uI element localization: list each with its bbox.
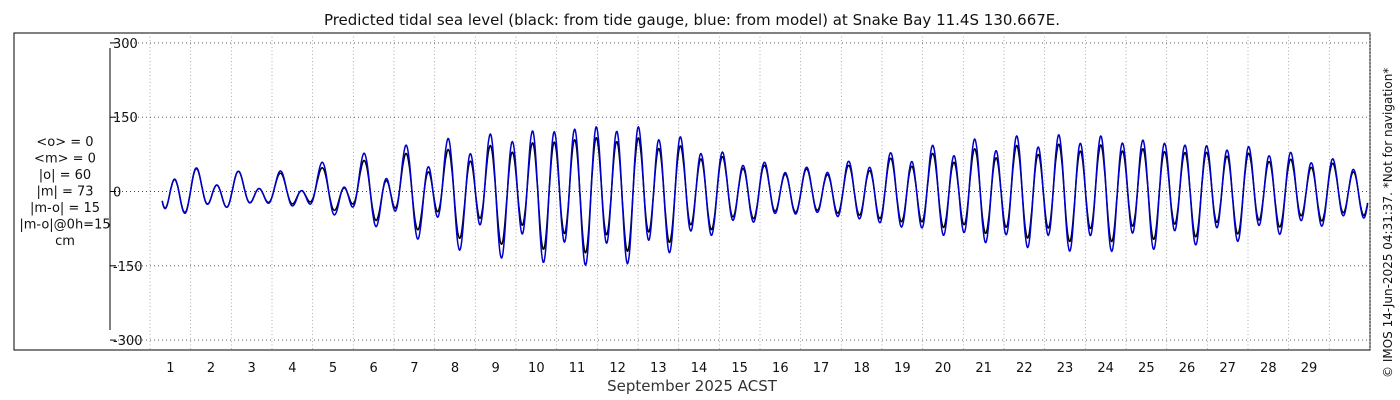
x-tick-label: 9: [492, 361, 500, 376]
x-tick-label: 3: [248, 361, 256, 376]
chart-title: Predicted tidal sea level (black: from t…: [324, 11, 1060, 29]
stat-line: |o| = 60: [39, 168, 91, 183]
stat-line: <m> = 0: [34, 152, 96, 167]
x-tick-label: 8: [451, 361, 459, 376]
stat-line: cm: [55, 234, 75, 249]
stat-line: |m| = 73: [36, 185, 93, 200]
y-tick-label: 0: [113, 186, 121, 201]
x-tick-label: 20: [935, 361, 952, 376]
copyright-note: © IMOS 14-Jun-2025 04:31:37. *Not for na…: [1381, 68, 1395, 378]
x-tick-label: 5: [329, 361, 337, 376]
x-tick-label: 28: [1260, 361, 1277, 376]
x-tick-label: 12: [609, 361, 626, 376]
x-tick-label: 22: [1016, 361, 1033, 376]
x-tick-label: 17: [813, 361, 830, 376]
x-tick-label: 13: [650, 361, 667, 376]
x-tick-label: 25: [1138, 361, 1155, 376]
stat-line: |m-o|@0h=15: [19, 218, 110, 233]
x-tick-label: 1: [166, 361, 174, 376]
x-tick-label: 6: [370, 361, 378, 376]
x-tick-label: 11: [569, 361, 586, 376]
x-axis-label: September 2025 ACST: [607, 377, 778, 395]
x-tick-label: 29: [1301, 361, 1318, 376]
x-tick-label: 15: [731, 361, 748, 376]
x-tick-label: 27: [1219, 361, 1236, 376]
x-tick-label: 16: [772, 361, 789, 376]
x-tick-label: 10: [528, 361, 545, 376]
stat-line: <o> = 0: [36, 135, 93, 150]
stats-panel: <o> = 0 <m> = 0|o| = 60 |m| = 73|m-o| = 15…: [19, 135, 110, 249]
y-tick-label: 150: [113, 111, 138, 126]
x-tick-label: 19: [894, 361, 911, 376]
x-tick-label: 21: [975, 361, 992, 376]
x-tick-label: 23: [1057, 361, 1074, 376]
x-tick-label: 26: [1179, 361, 1196, 376]
x-tick-label: 14: [691, 361, 708, 376]
x-tick-label: 4: [288, 361, 296, 376]
y-tick-label: -150: [113, 260, 143, 275]
series-line-model: [161, 125, 1369, 267]
stat-line: |m-o| = 15: [30, 201, 100, 216]
x-tick-label: 7: [410, 361, 418, 376]
y-tick-label: 300: [113, 37, 138, 52]
x-tick-label: 24: [1097, 361, 1114, 376]
y-tick-label: -300: [113, 334, 143, 349]
x-tick-label: 18: [853, 361, 870, 376]
x-tick-label: 2: [207, 361, 215, 376]
